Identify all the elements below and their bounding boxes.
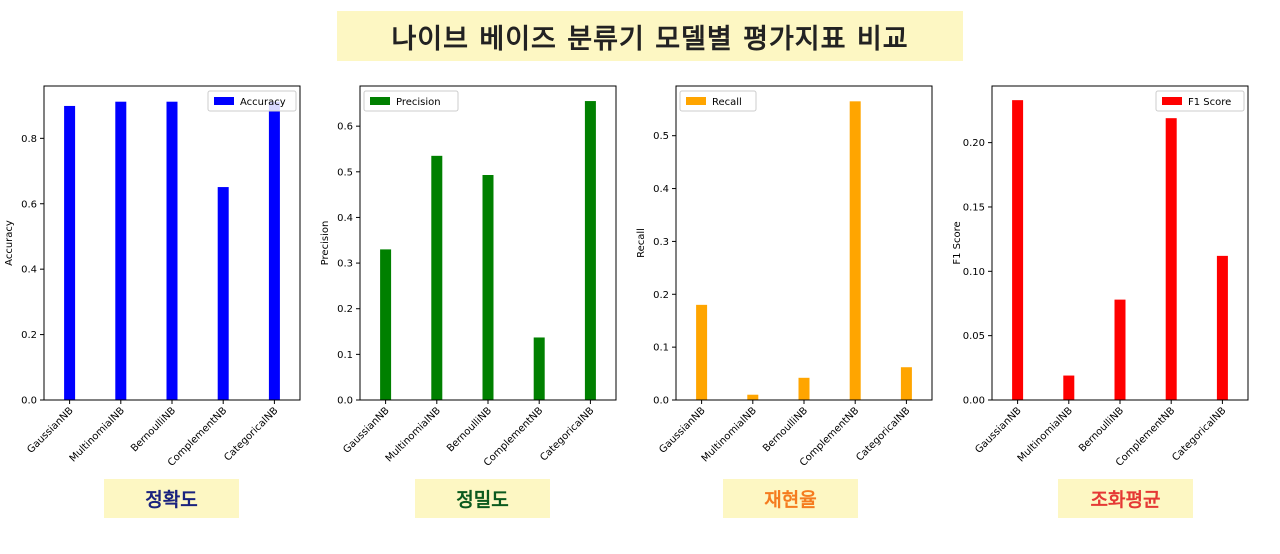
legend-label: Precision <box>396 97 441 108</box>
legend-box <box>207 90 297 112</box>
y-tick-label: 0.1 <box>337 350 353 361</box>
bar-complementnb <box>1165 118 1177 401</box>
bar-bernoullinb <box>482 174 494 400</box>
x-tick-label: CategoricalNB <box>1170 405 1228 463</box>
bar-categoricalnb <box>1216 255 1228 400</box>
bar-gaussiannb <box>380 249 392 400</box>
x-tick-label: BernoulliNB <box>1077 405 1126 454</box>
legend-box <box>1155 90 1245 112</box>
bar-bernoullinb <box>798 377 810 400</box>
y-tick-label: 0.5 <box>653 131 669 142</box>
y-tick-label: 0.4 <box>337 213 353 224</box>
y-tick-label: 0.2 <box>337 304 353 315</box>
x-tick-label: GaussianNB <box>973 405 1023 455</box>
y-tick-label: 0.2 <box>653 290 669 301</box>
y-axis-label: Accuracy <box>4 220 15 266</box>
x-tick-label: GaussianNB <box>25 405 75 455</box>
bar-gaussiannb <box>696 304 708 400</box>
y-tick-label: 0.15 <box>963 202 985 213</box>
bar-complementnb <box>849 101 861 401</box>
main-title: 나이브 베이즈 분류기 모델별 평가지표 비교 <box>337 11 963 61</box>
bar-categoricalnb <box>584 101 596 401</box>
legend-swatch <box>370 97 390 105</box>
plot-frame <box>675 85 933 401</box>
bar-categoricalnb <box>900 367 912 400</box>
y-tick-label: 0.05 <box>963 331 985 342</box>
bar-bernoullinb <box>166 101 178 400</box>
x-tick-label: CategoricalNB <box>538 405 596 463</box>
legend-label: Accuracy <box>240 97 286 108</box>
x-tick-label: BernoulliNB <box>129 405 178 454</box>
legend-swatch <box>214 97 234 105</box>
bar-multinomialnb <box>1063 375 1075 400</box>
recall-chart: 0.0 0.1 0.2 0.3 0.4 0.5 GaussianNBMultinomialN… <box>636 85 933 469</box>
precision-caption: 정밀도 <box>415 479 550 518</box>
y-tick-label: 0.6 <box>337 122 353 133</box>
y-axis-label: F1 Score <box>952 221 963 264</box>
y-tick-label: 0.4 <box>653 184 669 195</box>
y-tick-label: 0.0 <box>21 396 37 407</box>
legend-box <box>363 90 459 112</box>
bar-complementnb <box>533 337 545 400</box>
legend: Recall <box>679 90 757 112</box>
legend: Accuracy <box>207 90 297 112</box>
y-tick-label: 0.3 <box>653 237 669 248</box>
y-tick-label: 0.10 <box>963 267 985 278</box>
precision-chart: 0.0 0.1 0.2 0.3 0.4 0.5 0.6 GaussianNBMultinomi… <box>320 85 617 469</box>
legend: F1 Score <box>1155 90 1245 112</box>
y-tick-label: 0.5 <box>337 167 353 178</box>
bar-multinomialnb <box>431 155 443 400</box>
accuracy-caption: 정확도 <box>104 479 239 518</box>
y-tick-label: 0.0 <box>653 396 669 407</box>
legend-label: F1 Score <box>1188 97 1231 108</box>
bar-bernoullinb <box>1114 299 1126 400</box>
x-tick-label: CategoricalNB <box>222 405 280 463</box>
legend-swatch <box>686 97 706 105</box>
x-tick-label: GaussianNB <box>657 405 707 455</box>
y-tick-label: 0.3 <box>337 259 353 270</box>
y-tick-label: 0.1 <box>653 343 669 354</box>
legend-label: Recall <box>712 97 742 108</box>
recall-caption: 재현율 <box>723 479 858 518</box>
legend-swatch <box>1162 97 1182 105</box>
x-tick-label: BernoulliNB <box>761 405 810 454</box>
x-tick-label: MultinomialNB <box>68 405 127 464</box>
x-tick-label: GaussianNB <box>341 405 391 455</box>
f1-score-caption: 조화평균 <box>1058 479 1193 518</box>
bar-gaussiannb <box>64 105 76 400</box>
y-tick-label: 0.6 <box>21 199 37 210</box>
legend: Precision <box>363 90 459 112</box>
bar-multinomialnb <box>115 101 127 400</box>
y-tick-label: 0.00 <box>963 396 985 407</box>
f1-score-chart: 0.00 0.05 0.10 0.15 0.20 GaussianNBMultinomia… <box>952 85 1249 469</box>
bar-categoricalnb <box>268 101 280 400</box>
y-tick-label: 0.0 <box>337 396 353 407</box>
y-axis-label: Recall <box>636 228 647 258</box>
bar-gaussiannb <box>1012 100 1024 401</box>
bar-complementnb <box>217 187 229 400</box>
x-tick-label: CategoricalNB <box>854 405 912 463</box>
x-tick-label: BernoulliNB <box>445 405 494 454</box>
y-tick-label: 0.8 <box>21 134 37 145</box>
legend-box <box>679 90 757 112</box>
x-tick-label: MultinomialNB <box>700 405 759 464</box>
bar-multinomialnb <box>747 394 759 400</box>
y-tick-label: 0.2 <box>21 330 37 341</box>
x-tick-label: MultinomialNB <box>384 405 443 464</box>
y-tick-label: 0.4 <box>21 265 37 276</box>
x-tick-label: MultinomialNB <box>1016 405 1075 464</box>
y-axis-label: Precision <box>320 221 331 266</box>
y-tick-label: 0.20 <box>963 138 985 149</box>
